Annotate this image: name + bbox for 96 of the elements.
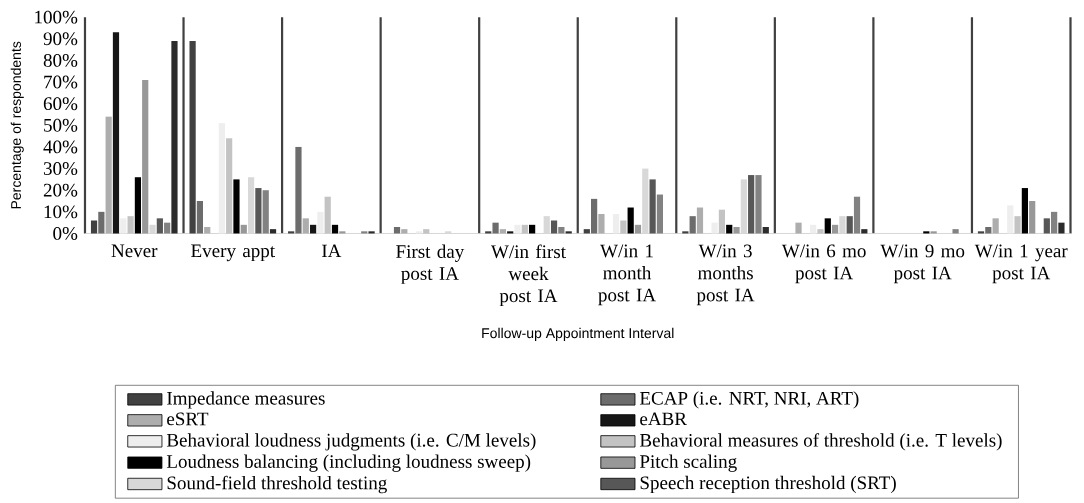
y-tick-label: 40% bbox=[43, 140, 78, 154]
bar bbox=[142, 80, 149, 234]
bar bbox=[105, 116, 112, 234]
legend-label: Speech reception threshold (SRT) bbox=[640, 476, 896, 494]
bar bbox=[992, 218, 999, 234]
legend-label: Pitch scaling bbox=[639, 454, 737, 473]
bar bbox=[255, 188, 262, 234]
x-tick-label: W/in 1 month post IA bbox=[598, 244, 656, 306]
y-tick-label: 70% bbox=[44, 75, 78, 89]
legend-label: Impedance measures bbox=[167, 391, 325, 409]
bar bbox=[415, 231, 423, 234]
bar bbox=[164, 222, 171, 234]
y-tick-label: 0% bbox=[53, 227, 78, 241]
bar bbox=[682, 231, 689, 234]
legend-label: Sound-field threshold testing bbox=[167, 475, 387, 494]
bar bbox=[550, 220, 558, 234]
bar bbox=[171, 41, 178, 234]
y-tick-label: 90% bbox=[43, 32, 78, 46]
bar bbox=[120, 218, 127, 234]
bar bbox=[393, 227, 401, 234]
bar bbox=[755, 175, 762, 234]
bar bbox=[98, 212, 105, 234]
x-tick-label: First day post IA bbox=[396, 244, 465, 285]
bar bbox=[218, 123, 225, 234]
bar bbox=[317, 212, 324, 234]
bar bbox=[985, 227, 992, 234]
x-tick-label: W/in 6 mo post IA bbox=[781, 244, 866, 284]
bar bbox=[112, 32, 120, 234]
y-tick-label: 60% bbox=[43, 97, 78, 111]
y-tick-label: 50% bbox=[44, 119, 78, 132]
legend-label: Behavioral loudness judgments (i.e. C/M levels) bbox=[166, 433, 536, 451]
bar bbox=[189, 41, 196, 234]
y-tick-label: 100% bbox=[35, 10, 78, 24]
x-tick-label: W/in first week post IA bbox=[490, 244, 566, 307]
legend-label: ECAP (i.e. NRT, NRI, ART) bbox=[639, 391, 859, 409]
bar bbox=[591, 199, 598, 234]
bar bbox=[295, 147, 302, 234]
bar bbox=[485, 231, 492, 234]
y-axis-title: Percentage of respondents bbox=[10, 41, 24, 209]
y-tick-label: 10% bbox=[44, 205, 78, 219]
bar bbox=[134, 177, 142, 234]
legend-label: Behavioral measures of threshold (i.e. T levels) bbox=[639, 433, 1002, 451]
bar bbox=[612, 214, 620, 234]
x-tick-label: W/in 1 year post IA bbox=[974, 244, 1068, 284]
bar bbox=[853, 196, 861, 234]
x-tick-label: Every appt bbox=[191, 244, 275, 262]
bar bbox=[368, 231, 375, 234]
bar bbox=[1043, 218, 1050, 234]
bar bbox=[649, 179, 656, 234]
y-tick-label: 30% bbox=[43, 162, 78, 176]
bar bbox=[302, 218, 309, 234]
bar bbox=[824, 218, 831, 234]
bar bbox=[846, 216, 853, 234]
bar bbox=[288, 231, 295, 234]
bar bbox=[339, 231, 346, 234]
bar bbox=[1058, 222, 1065, 234]
x-tick-label: Never bbox=[111, 244, 158, 258]
bar bbox=[233, 179, 240, 234]
bar bbox=[1029, 201, 1036, 234]
bar bbox=[156, 218, 163, 234]
bar bbox=[1021, 188, 1028, 234]
bar bbox=[952, 229, 959, 234]
bar bbox=[492, 222, 499, 234]
y-tick-label: 80% bbox=[43, 54, 78, 68]
y-tick-label: 20% bbox=[43, 183, 78, 197]
bar bbox=[923, 231, 930, 234]
bar bbox=[748, 175, 755, 234]
bar bbox=[930, 231, 937, 234]
bar bbox=[733, 227, 740, 234]
bar bbox=[795, 222, 802, 234]
legend-label: Loudness balancing (including loudness sweep) bbox=[166, 454, 531, 473]
x-tick-label: IA bbox=[322, 244, 342, 258]
bar bbox=[1007, 205, 1014, 234]
x-axis-title: Follow-up Appointment Interval bbox=[482, 328, 674, 342]
bar bbox=[1051, 212, 1058, 234]
bar bbox=[196, 201, 204, 234]
bar bbox=[204, 227, 211, 234]
x-tick-label: W/in 3 months post IA bbox=[696, 244, 755, 306]
bar bbox=[507, 231, 514, 234]
bar bbox=[696, 207, 704, 234]
bar bbox=[90, 220, 98, 234]
bar bbox=[689, 216, 696, 234]
bar bbox=[565, 231, 572, 234]
legend-label: eABR bbox=[640, 412, 687, 426]
bar bbox=[656, 194, 664, 234]
bar bbox=[262, 190, 269, 234]
bar bbox=[711, 222, 718, 234]
bar bbox=[558, 227, 565, 234]
bar bbox=[361, 231, 368, 234]
bar bbox=[627, 207, 634, 234]
bar bbox=[598, 214, 605, 234]
x-tick-label: W/in 9 mo post IA bbox=[880, 244, 965, 284]
bar bbox=[762, 227, 769, 234]
legend-label: eSRT bbox=[167, 412, 209, 426]
bar bbox=[977, 231, 985, 234]
bar bbox=[514, 225, 521, 234]
